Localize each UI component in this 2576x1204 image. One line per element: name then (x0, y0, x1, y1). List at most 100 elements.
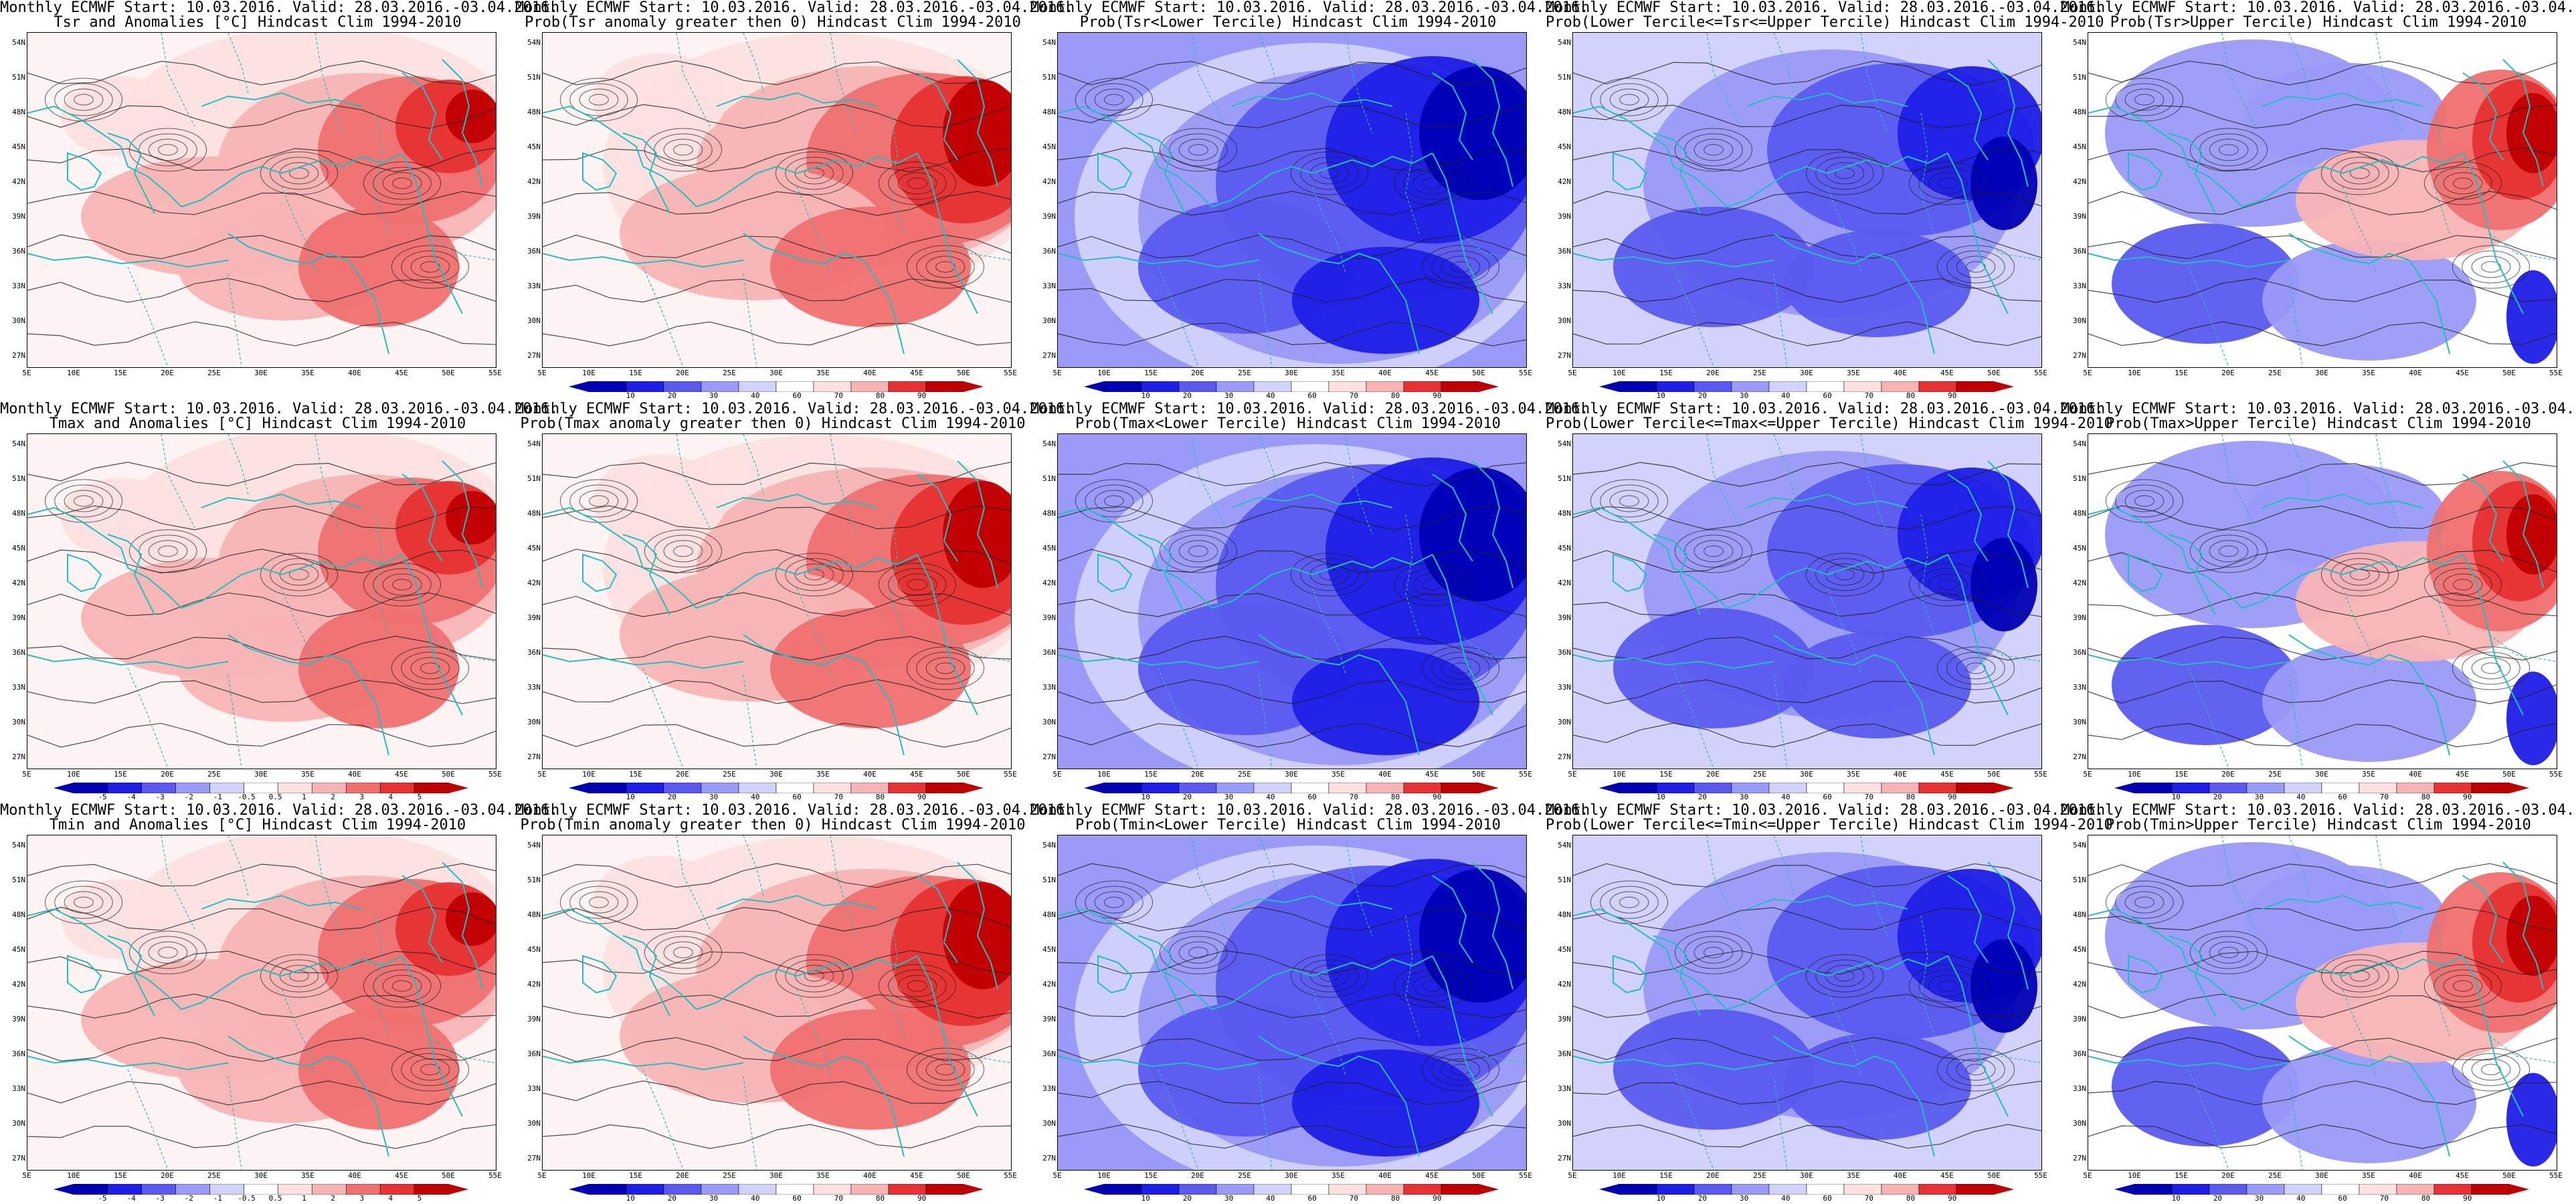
relief-contour (1918, 969, 1977, 1003)
relief-contour (663, 540, 703, 563)
relief-contour (1609, 891, 1649, 914)
anomaly-area (61, 879, 181, 959)
colorbar-swatch (925, 1184, 964, 1195)
colorbar-swatch (925, 783, 964, 793)
longitude-label: 20E (161, 369, 174, 377)
colorbar-swatch (175, 1184, 210, 1195)
longitude-label: 25E (2268, 369, 2282, 377)
latitude-label: 54N (1042, 439, 1056, 448)
relief-contour (1441, 256, 1481, 278)
colorbar-swatch (107, 783, 143, 793)
country-border (830, 33, 858, 134)
relief-contour (2330, 959, 2389, 993)
colorbar: 10 20 30 40 60 70 80 90 (1084, 1184, 1499, 1203)
relief-contour (1908, 563, 1987, 607)
colorbar-swatch (2134, 783, 2173, 793)
country-border (1860, 835, 1888, 936)
coastline (743, 634, 864, 666)
relief-contour (1094, 490, 1134, 512)
colorbar-tick-label: 60 (1823, 793, 1832, 801)
contour-line (1058, 61, 1526, 86)
colorbar-tick-label: -3 (155, 793, 165, 801)
colorbar-swatch (1178, 783, 1217, 793)
relief-contour (1300, 959, 1359, 993)
colorbar-tick-label: 60 (792, 391, 802, 400)
latitude-label: 36N (1042, 648, 1056, 657)
latitude-label: 48N (527, 108, 541, 116)
relief-contour (2481, 662, 2501, 674)
country-border (1345, 835, 1373, 936)
relief-contour (2423, 161, 2502, 205)
relief-contour (148, 941, 188, 964)
country-border (1311, 186, 1346, 274)
colorbar-swatch (2284, 1184, 2322, 1195)
longitude-label: 10E (67, 369, 80, 377)
colorbar-swatch (1693, 381, 1732, 392)
anomaly-area (2262, 240, 2476, 361)
colorbar-tick-label: 0.5 (268, 793, 282, 801)
longitude-label: 30E (254, 369, 268, 377)
coastline (1231, 493, 1393, 508)
coastline (1613, 152, 1648, 191)
relief-contour (1441, 1058, 1481, 1081)
colorbar-swatch (1178, 1184, 1217, 1195)
colorbar-swatch (2209, 783, 2247, 793)
coastline (1137, 534, 1186, 615)
colorbar-tick-label: 30 (2255, 793, 2264, 801)
colorbar-tick-label: 20 (1182, 391, 1192, 400)
latitude-label: 27N (1558, 752, 1571, 761)
colorbar-swatch (413, 783, 449, 793)
anomaly-area (446, 90, 496, 143)
longitude-label: 30E (1285, 369, 1298, 377)
relief-contour (2189, 529, 2268, 573)
coastline (2362, 955, 2464, 971)
coastline (2288, 1035, 2410, 1068)
longitude-label: 5E (1568, 1171, 1577, 1180)
colorbar-swatch (2471, 1184, 2510, 1195)
coastline (2288, 233, 2410, 265)
longitude-label: 25E (1753, 770, 1766, 779)
contour-line (1058, 1037, 1526, 1062)
latitude-label: 27N (2073, 752, 2086, 761)
contour-line (2088, 863, 2557, 888)
latitude-label: 27N (1042, 1154, 1056, 1163)
colorbar-swatch (1693, 1184, 1732, 1195)
relief-contour (420, 662, 440, 674)
relief-contour (1619, 896, 1639, 908)
latitude-label: 42N (12, 177, 25, 186)
country-border (2221, 434, 2256, 528)
colorbar-tick-label: -2 (184, 1194, 193, 1203)
latitude-label: 39N (2073, 212, 2086, 221)
colorbar-swatch (2209, 1184, 2247, 1195)
country-border (796, 587, 831, 676)
country-border (830, 434, 858, 535)
colorbar: 10 20 30 40 60 70 80 90 (569, 783, 984, 801)
colorbar-swatch (379, 783, 415, 793)
coastline (107, 534, 155, 615)
relief-contour (2134, 495, 2154, 507)
relief-contour (1451, 662, 1471, 674)
country-border (2489, 233, 2557, 261)
latitude-label: 48N (1558, 910, 1571, 919)
latitude-label: 42N (527, 980, 541, 989)
colorbar-swatch (209, 1184, 244, 1195)
latitude-label: 48N (2073, 509, 2086, 518)
latitude-label: 45N (1042, 142, 1056, 151)
longitude-label: 35E (1847, 1171, 1860, 1180)
coastline (863, 260, 905, 355)
latitude-label: 45N (2073, 142, 2086, 151)
latitude-label: 48N (12, 910, 25, 919)
longitude-label: 30E (1285, 1171, 1298, 1180)
country-border (375, 915, 389, 1037)
contour-line (2088, 722, 2557, 747)
colorbar-tick-label: 10 (626, 1194, 635, 1203)
anomaly-area (1613, 1009, 1814, 1130)
latitude-label: 39N (527, 613, 541, 622)
relief-contour (1421, 245, 1500, 289)
relief-contour (906, 646, 985, 690)
colorbar: 10 20 30 40 60 70 80 90 (2114, 1184, 2529, 1203)
longitude-label: 30E (2315, 770, 2328, 779)
coastline (1058, 1056, 1259, 1071)
country-border (127, 668, 169, 769)
colorbar-swatch (1768, 1184, 1807, 1195)
